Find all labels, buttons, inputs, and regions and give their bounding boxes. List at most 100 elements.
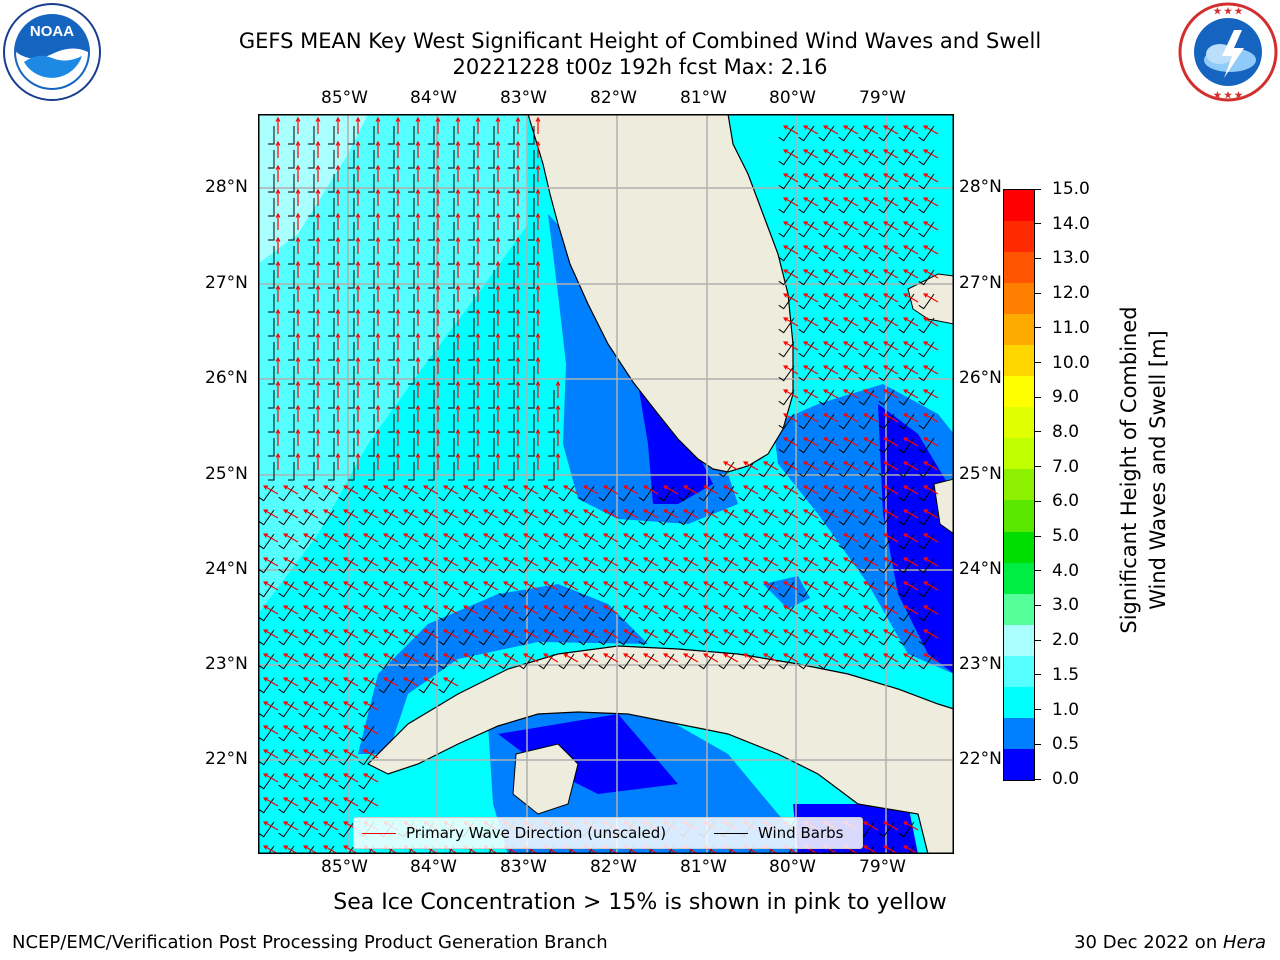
wave-arrow [435,284,441,302]
wind-barb [558,557,575,574]
wave-arrow [843,317,859,327]
wind-barb [898,125,915,142]
wind-barb [858,173,875,190]
wave-direction-field [263,116,939,854]
wave-arrow [803,221,819,231]
wave-arrow [543,485,559,495]
wind-barb [578,485,595,502]
wave-arrow [415,188,421,206]
wave-arrow [903,629,919,639]
wave-arrow [803,509,819,519]
wave-arrow [475,356,481,374]
wind-barb [528,462,535,481]
wind-barb [468,198,475,217]
wind-barb [818,437,835,454]
wave-arrow [623,629,639,639]
wave-arrow [323,485,339,495]
wind-barb [398,509,415,526]
chart-title: GEFS MEAN Key West Significant Height of… [0,28,1280,80]
wind-barb [268,462,275,481]
wave-arrow [643,557,659,567]
wave-arrow [843,269,859,279]
wave-arrow [315,140,321,158]
wave-arrow [515,380,521,398]
wind-barb [348,438,355,457]
wind-barb [878,125,895,142]
wave-arrow [783,173,799,183]
wave-arrow [323,629,339,639]
wind-barb [398,581,415,598]
wave-arrow [603,509,619,519]
wave-arrow [403,677,419,687]
wind-barb [838,149,855,166]
wind-barb [758,557,775,574]
wind-barb [918,437,935,454]
wave-arrow [263,605,279,615]
wind-barb [518,533,535,550]
wave-arrow [275,164,281,182]
wind-barb [278,557,295,574]
colorbar-swatch [1004,531,1034,563]
wind-barb [408,198,415,217]
wave-arrow [263,653,279,663]
wave-arrow [663,653,679,663]
wind-barb [838,629,855,646]
wave-arrow [515,356,521,374]
wave-arrow [703,581,719,591]
wave-arrow [383,677,399,687]
wave-arrow [343,677,359,687]
wind-barb [468,390,475,409]
wind-barb [448,294,455,313]
wind-barb [278,605,295,622]
wave-arrow [395,404,401,422]
wind-barb [328,438,335,457]
wave-arrow [455,452,461,470]
colorbar-tick-label: 12.0 [1052,283,1090,304]
wind-barb [838,293,855,310]
wind-barb [838,437,855,454]
wave-arrow [463,557,479,567]
wind-barb [418,557,435,574]
wave-arrow [395,356,401,374]
wave-arrow [415,140,421,158]
wind-barb [878,821,895,838]
wave-arrow [623,509,639,519]
wave-arrow [435,404,441,422]
wave-arrow [283,677,299,687]
wind-barb [638,509,655,526]
wind-barb [318,749,335,766]
wind-barb [338,749,355,766]
wave-arrow [823,557,839,567]
wind-barb [308,270,315,289]
wind-barb [418,581,435,598]
lat-label-right: 28°N [959,177,1002,197]
wind-barb [598,629,615,646]
wave-arrow [763,509,779,519]
wind-barb [528,414,535,433]
wave-arrow [495,308,501,326]
wind-barb [527,845,535,854]
colorbar-tick-mark [1034,500,1041,502]
wind-barb [528,390,535,409]
wind-barb [298,605,315,622]
wave-arrow [803,149,819,159]
wind-barb [718,653,735,670]
wave-arrow [483,581,499,591]
wind-barb [368,438,375,457]
wave-arrow [495,116,501,134]
lat-label-left: 23°N [205,654,248,674]
legend-wave-entry: Primary Wave Direction (unscaled) [362,824,666,842]
wave-arrow [275,404,281,422]
wind-barb [528,438,535,457]
wind-barb [278,629,295,646]
wind-barb [328,342,335,361]
wave-arrow [903,605,919,615]
wave-arrow [583,509,599,519]
wind-barb [388,174,395,193]
wind-barb [778,629,795,646]
wave-arrow [443,485,459,495]
wind-barb [627,845,635,854]
wind-barb [918,485,935,502]
wave-arrow [703,509,719,519]
wind-barb [367,845,375,854]
